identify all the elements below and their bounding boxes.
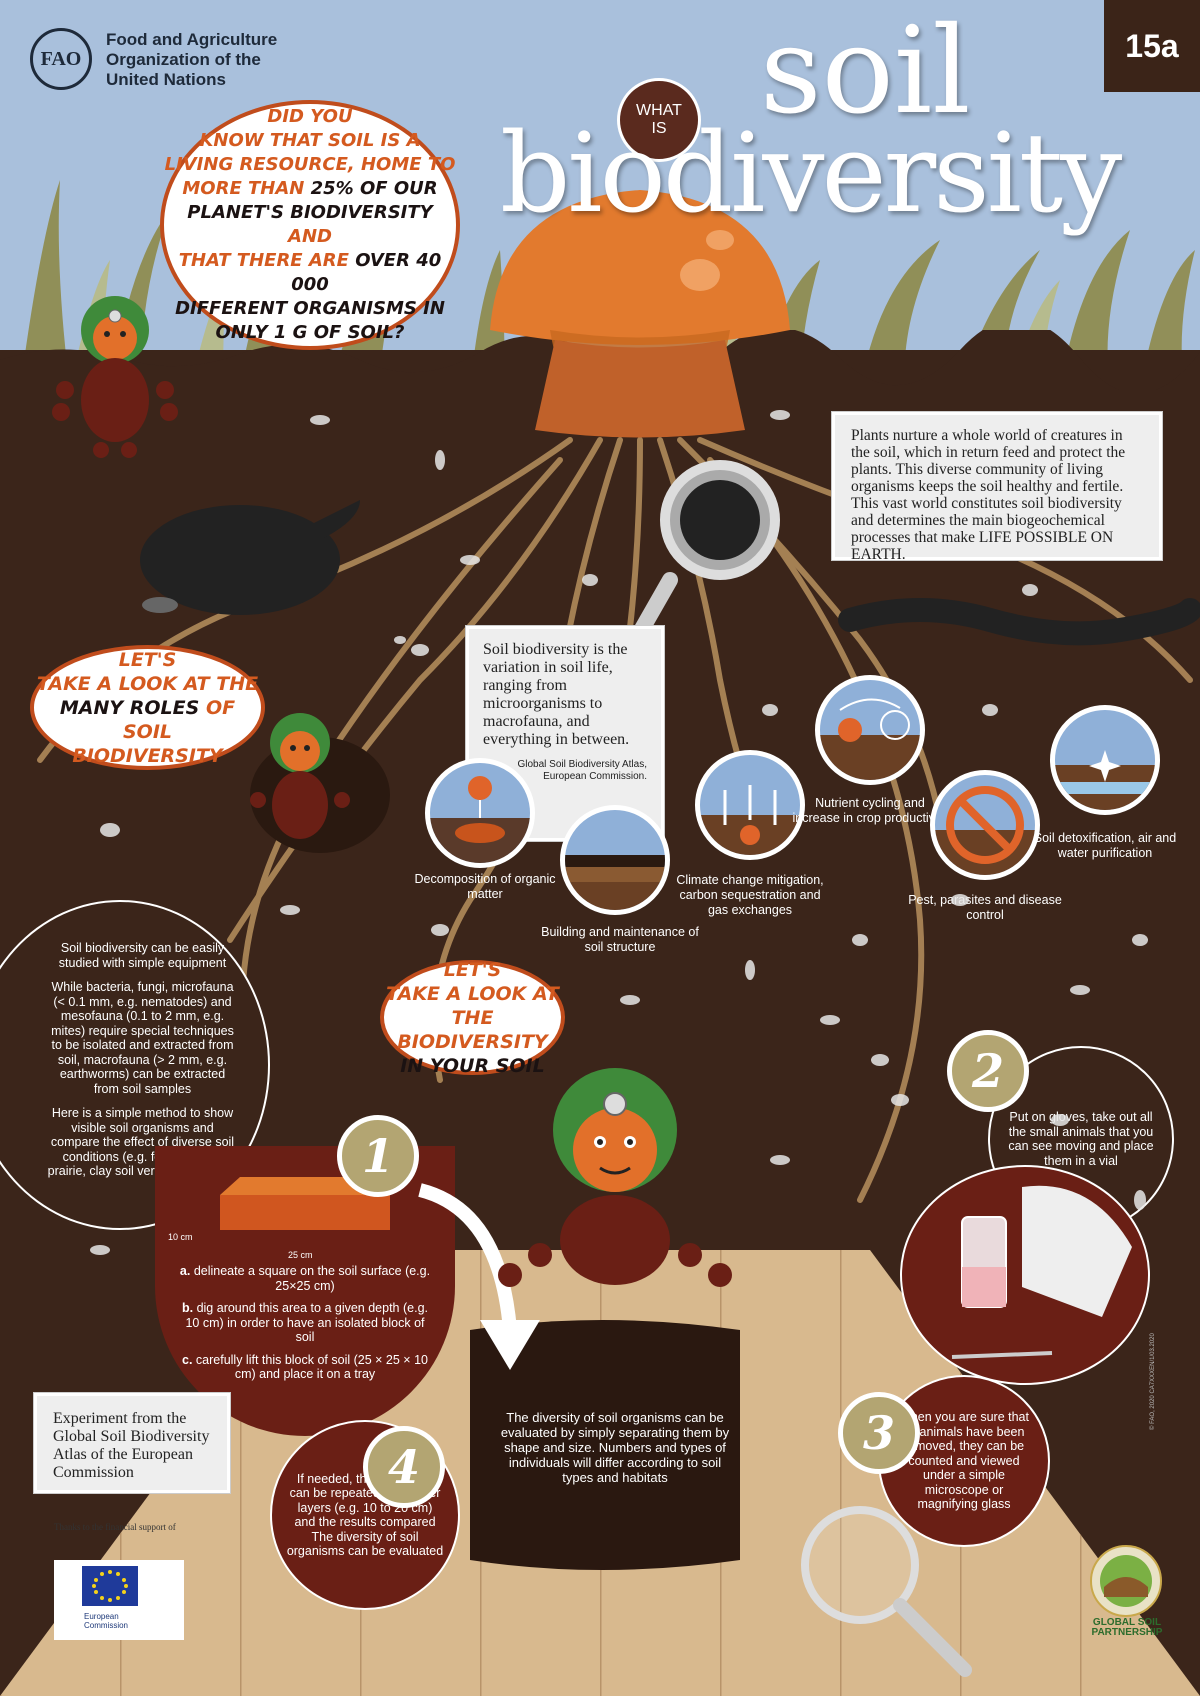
bubble-highlight: 25% OF OUR	[310, 178, 438, 199]
bubble-line: KNOW THAT SOIL IS A	[199, 130, 421, 151]
soil-block-on-tray	[470, 1320, 740, 1570]
role-label-detoxification: Soil detoxification, air and water purif…	[1033, 831, 1177, 860]
study-tip-intro: Soil biodiversity can be easily studied …	[58, 941, 227, 970]
gloves-vial-illustration	[900, 1165, 1150, 1385]
earthworm-illustration	[838, 598, 1200, 646]
role-label-nutrient-cycling: Nutrient cycling and increase in crop pr…	[792, 796, 948, 825]
role-icon-decomposition	[425, 758, 535, 868]
mushroom-illustration	[490, 190, 790, 438]
gsp-label: GLOBAL SOIL PARTNERSHIP	[1080, 1618, 1174, 1638]
gsp-label-line: PARTNERSHIP	[1091, 1627, 1163, 1638]
thanks-text: Thanks to the financial support of	[54, 1522, 176, 1532]
bubble-line: TAKE A LOOK AT	[386, 982, 559, 1005]
role-label-soil-structure: Building and maintenance of soil structu…	[541, 925, 699, 954]
study-tip-detail: While bacteria, fungi, microfauna (< 0.1…	[51, 980, 234, 1096]
bubble-line: DID YOU	[267, 106, 353, 127]
did-you-know-bubble: DID YOU KNOW THAT SOIL IS A LIVING RESOU…	[160, 100, 460, 350]
mascot-character-top	[52, 296, 178, 458]
european-commission-logo	[54, 1560, 184, 1640]
role-icon-pest-control	[930, 770, 1040, 880]
mole-illustration	[140, 500, 360, 615]
what-is-circle: WHAT IS	[617, 78, 701, 162]
intro-text-highlight: LIFE POSSIBLE ON EARTH.	[851, 529, 1114, 563]
bubble-line: LIVING RESOURCE, HOME TO	[164, 154, 456, 175]
role-label-pest-control: Pest, parasites and disease control	[908, 893, 1062, 922]
bubble-line: TAKE A LOOK AT THE	[36, 672, 259, 695]
step-1-c-key: c.	[182, 1352, 193, 1367]
role-icon-detoxification	[1050, 705, 1160, 815]
experiment-source-box: Experiment from the Global Soil Biodiver…	[34, 1393, 230, 1493]
fao-logo: FAO	[30, 28, 92, 90]
poster-number-badge: 15a	[1104, 0, 1200, 92]
step-1-a-key: a.	[179, 1264, 191, 1278]
bubble-line: AND	[288, 226, 332, 247]
bubble-highlight: ONLY 1 G OF SOIL?	[215, 322, 405, 343]
definition-box: Soil biodiversity is the variation in so…	[466, 626, 664, 841]
gsp-label-line: GLOBAL SOIL	[1092, 1617, 1162, 1628]
magnifying-glass-bottom	[801, 1506, 972, 1677]
role-label-climate-change: Climate change mitigation, carbon seques…	[676, 873, 824, 917]
arrow-icon	[418, 1183, 540, 1370]
step-1-b-text: dig around this area to a given depth (e…	[185, 1301, 428, 1344]
bubble-highlight: DIFFERENT ORGANISMS IN	[175, 298, 445, 319]
step-1-c-text: carefully lift this block of soil (25 × …	[192, 1352, 428, 1382]
bubble-line: BIODIVERSITY	[72, 744, 223, 767]
step-3-text: When you are sure that all animals have …	[899, 1410, 1029, 1512]
title-biodiversity: biodiversity	[500, 109, 1122, 237]
org-name-line: Food and Agriculture	[106, 30, 278, 49]
study-tip-method: Here is a simple method to show visible …	[47, 1106, 238, 1179]
org-name-line: Organization of the	[106, 50, 261, 69]
tray-text: The diversity of soil organisms can be e…	[500, 1410, 730, 1485]
step-2-text: Put on gloves, take out all the small an…	[1008, 1110, 1154, 1168]
mascot-character-middle	[250, 713, 390, 853]
depth-label: 10 cm	[168, 1232, 193, 1242]
step-4-number: 4	[363, 1426, 445, 1508]
fao-organization-name: Food and Agriculture Organization of the…	[106, 30, 277, 90]
role-icon-climate-change	[695, 750, 805, 860]
bubble-line: LET'S	[118, 648, 177, 671]
eu-label: European Commission	[84, 1612, 128, 1630]
title-soil: soil	[760, 2, 971, 141]
eu-label-line: Commission	[84, 1621, 129, 1630]
bubble-line: LET'S	[443, 958, 502, 981]
roles-bubble: LET'S TAKE A LOOK AT THE MANY ROLES OF S…	[30, 645, 265, 770]
eu-label-line: European	[84, 1612, 119, 1621]
role-label-decomposition: Decomposition of organic matter	[414, 872, 556, 901]
step-1-b-key: b.	[182, 1301, 194, 1315]
step-2-number: 2	[947, 1030, 1029, 1112]
org-name-line: United Nations	[106, 70, 226, 89]
step-3-number: 3	[838, 1392, 920, 1474]
definition-text: Soil biodiversity is the variation in so…	[483, 641, 630, 748]
definition-citation: Global Soil Biodiversity Atlas, European…	[517, 759, 647, 782]
bubble-highlight: PLANET'S BIODIVERSITY	[187, 202, 433, 223]
bubble-highlight: MANY ROLES	[59, 696, 200, 719]
intro-text-box: Plants nurture a whole world of creature…	[832, 412, 1162, 563]
bubble-line: THAT THERE ARE	[178, 250, 356, 271]
intro-text: Plants nurture a whole world of creature…	[851, 427, 1126, 546]
bubble-line: OF SOIL	[122, 696, 236, 743]
bubble-line: MORE THAN	[182, 178, 311, 199]
role-icon-nutrient-cycling	[815, 675, 925, 785]
step-1-a-text: delineate a square on the soil surface (…	[190, 1264, 431, 1293]
bubble-highlight: OVER 40 000	[291, 250, 442, 295]
step-1-number: 1	[337, 1115, 419, 1197]
what-label: WHAT	[636, 102, 682, 119]
soil-critters-decoration	[90, 410, 1148, 1255]
is-label: IS	[651, 120, 667, 137]
width-label: 25 cm	[288, 1250, 313, 1260]
your-soil-bubble: LET'S TAKE A LOOK AT THE BIODIVERSITY IN…	[380, 958, 565, 1077]
bubble-line: THE BIODIVERSITY	[397, 1006, 548, 1053]
mascot-character-center	[498, 1068, 732, 1287]
bubble-highlight: IN YOUR SOIL	[400, 1054, 545, 1077]
global-soil-partnership-logo	[1090, 1545, 1162, 1617]
